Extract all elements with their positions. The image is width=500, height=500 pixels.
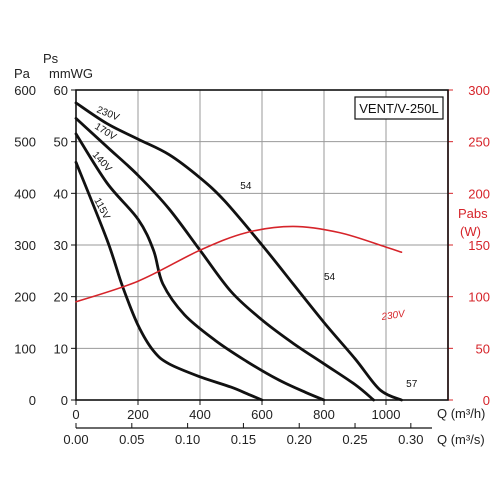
- pressure-curve-140V: [74, 132, 326, 402]
- power-axis-title: (W): [460, 224, 481, 239]
- power-tick-label: 150: [468, 238, 490, 253]
- flow-m3h-tick-label: 400: [189, 407, 211, 422]
- flow-m3s-tick-label: 0.20: [287, 432, 312, 447]
- series-label: 170V: [92, 121, 118, 143]
- mmwg-tick-label: 30: [54, 238, 68, 253]
- flow-m3s-tick-label: 0.05: [119, 432, 144, 447]
- power-axis-title-top: Pabs: [458, 206, 488, 221]
- pa-tick-label: 500: [14, 135, 36, 150]
- curves: [74, 101, 403, 402]
- pressure-curve-230V: [74, 101, 403, 402]
- efficiency-annotation: 54: [324, 272, 336, 283]
- efficiency-annotation: 57: [406, 379, 418, 390]
- mmwg-axis-title: mmWG: [49, 66, 93, 81]
- flow-m3s-tick-label: 0.10: [175, 432, 200, 447]
- power-tick-label: 0: [483, 393, 490, 408]
- pa-tick-label: 600: [14, 83, 36, 98]
- flow-m3s-tick-label: 0.25: [342, 432, 367, 447]
- mmwg-tick-label: 60: [54, 83, 68, 98]
- flow-m3h-tick-label: 0: [72, 407, 79, 422]
- efficiency-annotation: 54: [240, 181, 252, 192]
- mmwg-tick-label: 10: [54, 341, 68, 356]
- flow-m3s-tick-label: 0.15: [231, 432, 256, 447]
- mmwg-tick-label: 0: [61, 393, 68, 408]
- flow-m3s-tick-label: 0.00: [63, 432, 88, 447]
- mmwg-tick-label: 50: [54, 135, 68, 150]
- pa-tick-label: 0: [29, 393, 36, 408]
- power-tick-label: 100: [468, 290, 490, 305]
- mmwg-tick-label: 40: [54, 186, 68, 201]
- series-label: 230V: [380, 309, 407, 323]
- power-tick-label: 50: [476, 341, 490, 356]
- mmwg-tick-label: 20: [54, 290, 68, 305]
- pressure-curve-170V: [74, 117, 375, 402]
- power-tick-label: 200: [468, 186, 490, 201]
- grid: [71, 89, 453, 428]
- power-tick-label: 300: [468, 83, 490, 98]
- flow-m3h-tick-label: 1000: [372, 407, 401, 422]
- flow-m3h-tick-label: 600: [251, 407, 273, 422]
- flow-m3s-tick-label: 0.30: [398, 432, 423, 447]
- pa-tick-label: 200: [14, 290, 36, 305]
- power-curve-230V: [75, 225, 403, 303]
- flow-m3h-tick-label: 200: [127, 407, 149, 422]
- pa-tick-label: 300: [14, 238, 36, 253]
- flow-m3h-tick-label: 800: [313, 407, 335, 422]
- model-label-box: [354, 96, 444, 120]
- flow-m3h-axis-title: Q (m³/h): [437, 406, 485, 421]
- flow-m3s-axis-title: Q (m³/s): [437, 432, 485, 447]
- model-label: VENT/V-250L: [359, 101, 439, 116]
- power-tick-label: 250: [468, 135, 490, 150]
- pressure-curve-115V: [74, 160, 264, 402]
- pa-axis-title: Pa: [14, 66, 31, 81]
- mmwg-axis-title-top: Ps: [43, 51, 59, 66]
- pa-tick-label: 100: [14, 341, 36, 356]
- pa-tick-label: 400: [14, 186, 36, 201]
